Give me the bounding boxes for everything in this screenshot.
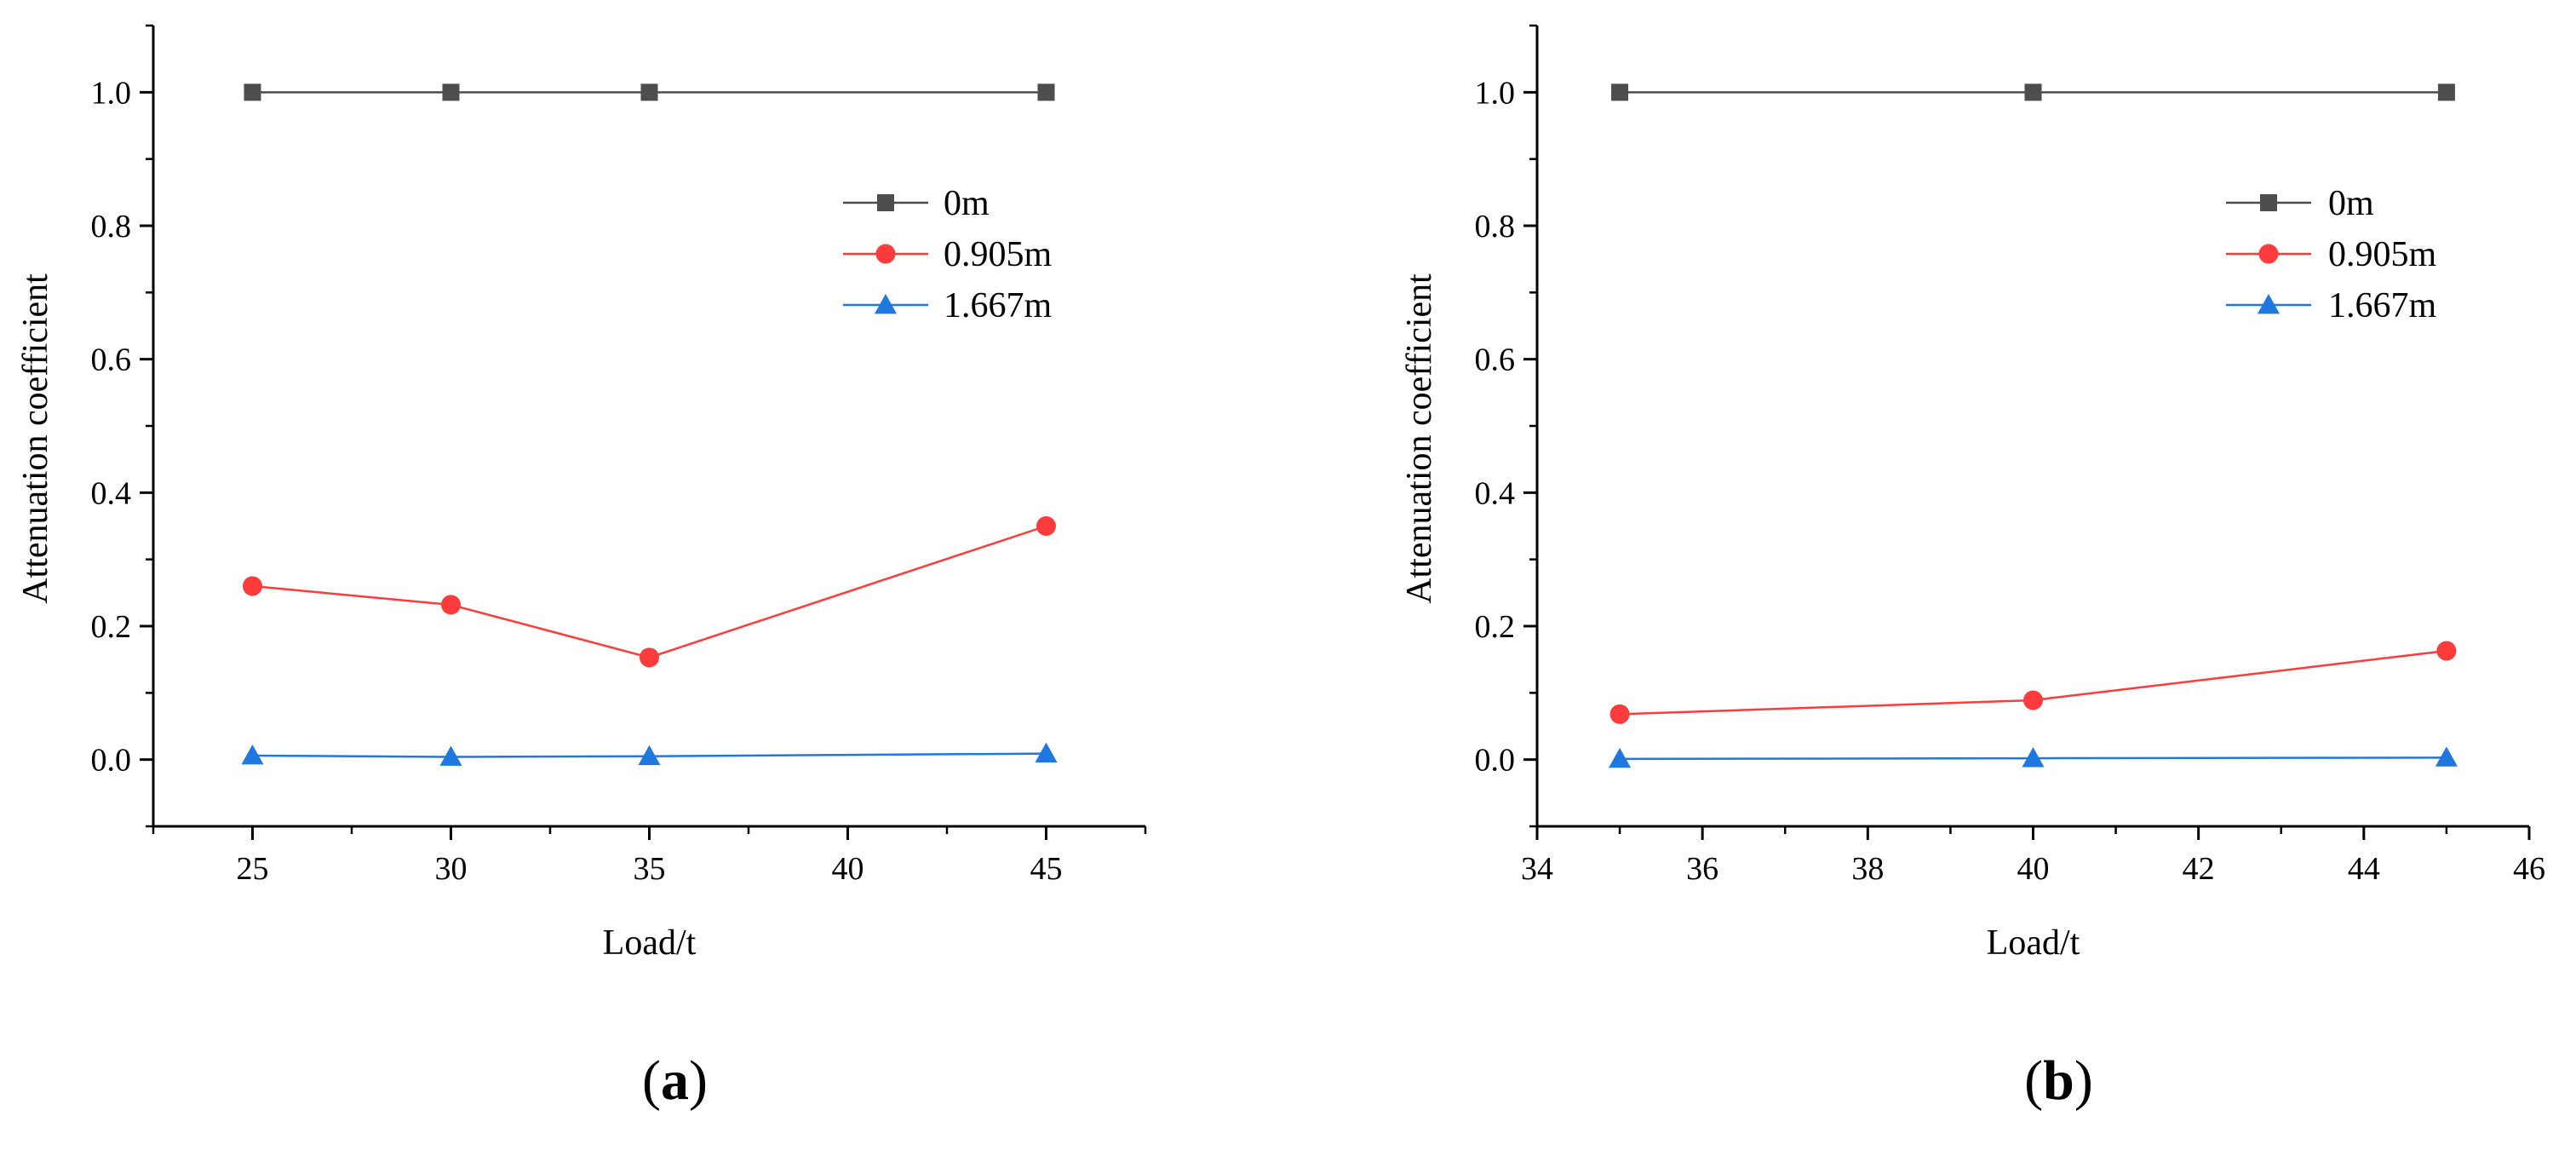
y-tick-label: 0.8 (91, 209, 132, 244)
x-tick-label: 44 (2348, 851, 2380, 887)
data-point-1.667m (2022, 747, 2045, 768)
data-point-0m (1037, 83, 1055, 101)
data-point-0m (2024, 83, 2042, 101)
data-point-0m (2437, 83, 2455, 101)
y-tick-label: 0.6 (1475, 342, 1516, 378)
legend-label-1.667m: 1.667m (944, 286, 1053, 325)
legend-marker-0m (2260, 194, 2277, 211)
y-tick-label: 0.8 (1475, 209, 1516, 244)
y-tick-label: 1.0 (1475, 75, 1516, 111)
legend-label-0.905m: 0.905m (944, 235, 1053, 274)
x-tick-label: 40 (2017, 851, 2050, 887)
series-line-0.905m (252, 525, 1047, 659)
panel-label-letter: b (2043, 1050, 2074, 1112)
x-tick-label: 40 (832, 851, 864, 887)
panel-label: (a) (642, 1050, 708, 1112)
legend-marker-1.667m (875, 294, 897, 314)
x-tick-label: 30 (435, 851, 468, 887)
legend-marker-0m (877, 194, 894, 211)
x-axis-title: Load/t (603, 923, 697, 963)
x-tick-label: 34 (1521, 851, 1553, 887)
y-axis-title: Attenuation coefficient (16, 273, 55, 604)
x-tick-label: 38 (1851, 851, 1884, 887)
x-tick-label: 36 (1686, 851, 1718, 887)
data-point-0m (442, 83, 460, 101)
y-tick-label: 0.0 (91, 743, 132, 779)
y-tick-label: 0.2 (91, 609, 132, 645)
legend-label-0.905m: 0.905m (2328, 235, 2437, 274)
y-tick-label: 0.2 (1475, 609, 1516, 645)
x-tick-label: 42 (2183, 851, 2215, 887)
data-point-1.667m (638, 745, 661, 766)
chart-panel-a: 25 30 35 40 45 0.0 0.2 0.4 0.6 0.8 1.0 Load/t Attenu… (16, 24, 1147, 1112)
data-point-1.667m (439, 745, 462, 766)
x-tick-label: 45 (1030, 851, 1063, 887)
x-tick-label: 46 (2513, 851, 2545, 887)
x-tick-label: 35 (634, 851, 666, 887)
data-point-0m (640, 83, 658, 101)
data-point-0.905m (1609, 704, 1630, 724)
legend-label-1.667m: 1.667m (2328, 286, 2437, 325)
data-point-0.905m (1036, 516, 1056, 536)
chart-panel-b: 34 36 38 40 42 44 46 0.0 0.2 0.4 0.6 0.8 1.0 Load/t At… (1400, 24, 2545, 1112)
legend-marker-0.905m (875, 244, 896, 264)
data-point-0.905m (640, 647, 659, 668)
data-point-0.905m (2436, 641, 2457, 661)
legend-marker-0.905m (2258, 244, 2279, 264)
y-tick-label: 0.6 (91, 342, 132, 378)
x-tick-label: 25 (237, 851, 269, 887)
series-line-1.667m (252, 752, 1047, 758)
legend-marker-1.667m (2258, 294, 2280, 314)
x-axis-title: Load/t (1987, 923, 2080, 963)
panel-label-letter: a (661, 1050, 689, 1112)
data-point-1.667m (1609, 747, 1632, 768)
panel-label: (b) (2024, 1050, 2093, 1112)
data-point-0.905m (441, 595, 461, 615)
y-tick-label: 0.0 (1475, 743, 1516, 779)
data-point-0m (244, 83, 261, 101)
y-tick-label: 1.0 (91, 75, 132, 111)
data-point-1.667m (1035, 742, 1058, 763)
data-point-0.905m (2023, 690, 2043, 710)
data-point-0.905m (243, 576, 262, 596)
legend-label-0m: 0m (2328, 184, 2374, 223)
data-point-1.667m (2435, 746, 2458, 767)
y-tick-label: 0.4 (1475, 475, 1516, 511)
data-point-1.667m (241, 744, 264, 765)
y-tick-label: 0.4 (91, 475, 132, 511)
y-axis-title: Attenuation coefficient (1400, 273, 1439, 604)
data-point-0m (1611, 83, 1629, 101)
legend-label-0m: 0m (944, 184, 990, 223)
